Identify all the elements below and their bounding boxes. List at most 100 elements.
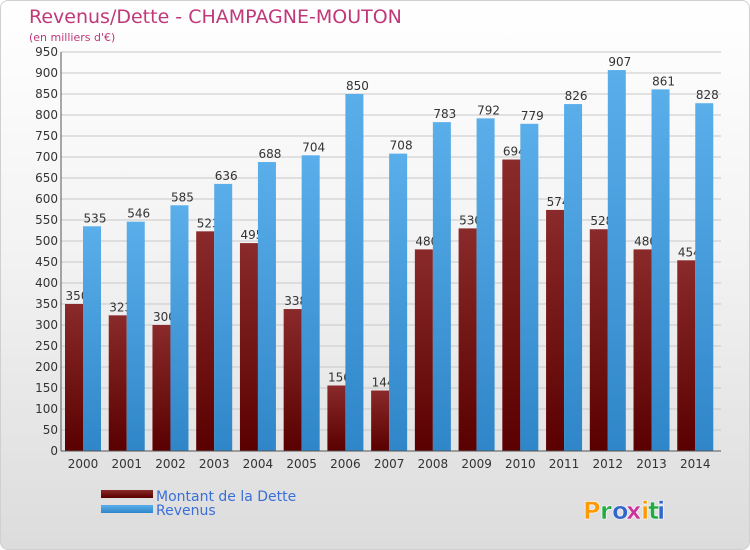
y-tick-label: 350 (35, 297, 58, 311)
logo-letter: i (641, 497, 649, 525)
legend-label-dette: Montant de la Dette (156, 489, 296, 505)
bar-label-revenus: 826 (565, 89, 588, 103)
y-axis-ticks: 0 50 100 150 200 250 300 350 400 450 500 550 600 650 7… (35, 45, 58, 458)
y-tick-label: 750 (35, 129, 58, 143)
bar-label-dette: 323 (109, 300, 132, 314)
bar-revenus (476, 118, 495, 452)
y-tick-label: 200 (35, 360, 58, 374)
bar-dette (414, 249, 433, 451)
chart-title: Revenus/Dette - CHAMPAGNE-MOUTON (29, 6, 402, 28)
y-tick-label: 400 (35, 276, 58, 290)
bar-dette (108, 315, 127, 451)
y-tick-label: 150 (35, 381, 58, 395)
x-tick-label: 2001 (111, 457, 142, 471)
x-tick-label: 2004 (243, 457, 274, 471)
legend: Montant de la Dette Revenus (101, 489, 296, 519)
bar-dette (283, 309, 302, 451)
bar-label-dette: 350 (66, 289, 89, 303)
x-tick-label: 2000 (68, 457, 99, 471)
y-tick-label: 950 (35, 45, 58, 59)
bar-dette (633, 249, 652, 451)
legend-item-revenus: Revenus (101, 503, 216, 519)
bar-revenus (126, 221, 145, 451)
x-tick-label: 2009 (461, 457, 492, 471)
bar-dette (327, 385, 346, 451)
y-tick-label: 650 (35, 171, 58, 185)
bar-revenus (345, 94, 364, 451)
y-tick-label: 900 (35, 66, 58, 80)
bar-label-dette: 480 (634, 234, 657, 248)
bar-label-revenus: 828 (696, 88, 719, 102)
bar-revenus (651, 89, 670, 451)
x-tick-label: 2005 (286, 457, 317, 471)
bar-label-dette: 480 (415, 234, 438, 248)
bar-revenus (520, 123, 539, 451)
bar-label-revenus: 708 (390, 139, 413, 153)
chart-subtitle: (en milliers d'€) (29, 31, 115, 44)
bar-revenus (301, 155, 320, 451)
y-tick-label: 50 (43, 423, 58, 437)
bar-label-dette: 144 (372, 376, 395, 390)
bar-revenus (170, 205, 189, 451)
x-tick-label: 2011 (549, 457, 580, 471)
bar-label-revenus: 704 (302, 140, 325, 154)
logo-letter: P (583, 497, 601, 525)
bar-dette (65, 304, 83, 451)
bar-dette (458, 228, 477, 451)
legend-item-dette: Montant de la Dette (101, 489, 296, 505)
bar-revenus (389, 153, 408, 451)
bar-label-dette: 694 (503, 145, 526, 159)
bar-label-dette: 530 (459, 213, 482, 227)
bar-label-revenus: 779 (521, 109, 544, 123)
bar-label-revenus: 535 (84, 211, 107, 225)
logo-letter: t (648, 497, 659, 525)
bar-revenus (564, 104, 583, 451)
bar-label-dette: 156 (328, 370, 351, 384)
bar-label-revenus: 792 (477, 103, 500, 117)
y-tick-label: 550 (35, 213, 58, 227)
bar-label-dette: 574 (547, 195, 570, 209)
x-tick-label: 2010 (505, 457, 536, 471)
y-tick-label: 800 (35, 108, 58, 122)
bar-label-revenus: 688 (258, 147, 281, 161)
axes (60, 52, 721, 452)
x-tick-label: 2014 (680, 457, 711, 471)
bar-dette (502, 159, 521, 451)
bar-label-dette: 300 (153, 310, 176, 324)
bar-revenus (214, 183, 233, 451)
x-axis-ticks: 2000 2001 2002 2003 2004 2005 2006 2007 2008 2009… (68, 457, 711, 471)
bar-dette (677, 260, 696, 451)
y-tick-label: 600 (35, 192, 58, 206)
x-tick-label: 2008 (418, 457, 449, 471)
bar-label-dette: 528 (590, 214, 613, 228)
y-tick-label: 300 (35, 318, 58, 332)
legend-label-revenus: Revenus (156, 503, 216, 519)
bar-revenus (607, 70, 626, 451)
bar-label-revenus: 546 (127, 207, 150, 221)
y-tick-label: 450 (35, 255, 58, 269)
bar-label-dette: 523 (197, 216, 220, 230)
x-tick-label: 2007 (374, 457, 405, 471)
y-tick-label: 250 (35, 339, 58, 353)
bar-label-dette: 338 (284, 294, 307, 308)
bar-label-revenus: 850 (346, 79, 369, 93)
bar-label-revenus: 585 (171, 190, 194, 204)
bar-label-revenus: 861 (652, 74, 675, 88)
logo-letter: i (657, 497, 665, 525)
bar-dette (589, 229, 608, 451)
bar-label-revenus: 783 (433, 107, 456, 121)
bar-revenus (257, 162, 276, 452)
y-tick-label: 100 (35, 402, 58, 416)
bar-revenus (83, 226, 101, 451)
bar-dette (239, 243, 258, 451)
bar-dette (546, 209, 565, 451)
x-tick-label: 2002 (155, 457, 186, 471)
logo-letter: o (612, 497, 629, 525)
bar-label-dette: 495 (240, 228, 263, 242)
bar-label-revenus: 636 (215, 169, 238, 183)
logo-letter: x (626, 497, 642, 525)
